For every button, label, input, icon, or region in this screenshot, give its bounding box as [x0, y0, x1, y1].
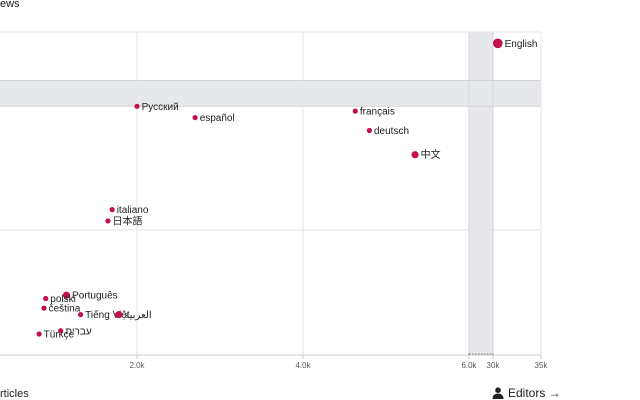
highlight-bands: [0, 32, 541, 355]
data-point: [77, 312, 84, 318]
data-point-label: español: [200, 113, 235, 124]
data-point: [109, 207, 115, 213]
data-point-label: deutsch: [374, 126, 409, 137]
data-point: [134, 103, 140, 109]
x-tick-label: 35k: [535, 361, 549, 370]
data-point-label: 中文: [421, 148, 441, 161]
data-point: [115, 311, 123, 319]
data-point-label: Türkçe: [44, 330, 75, 341]
data-point-label: čeština: [49, 304, 81, 315]
data-point: [105, 218, 111, 224]
data-point-label: italiano: [117, 205, 149, 216]
axis-break-marker: [468, 352, 494, 355]
data-point-label: Русский: [142, 102, 179, 113]
data-point: [41, 305, 47, 311]
data-point: [352, 108, 358, 114]
data-point: [192, 114, 198, 121]
data-point: [43, 295, 49, 302]
data-point: [36, 331, 42, 337]
grid-lines: [0, 31, 542, 355]
y-axis-title: ews: [0, 0, 20, 10]
data-point: [58, 328, 64, 334]
x-tick-label: 2.0k: [129, 361, 145, 370]
data-point-label: עברית: [65, 326, 92, 337]
data-point: [411, 151, 419, 159]
data-point-label: Português: [72, 291, 118, 302]
data-points: English Русский español français deutsch 中文 it…: [36, 38, 538, 341]
editors-label: Editors →: [508, 386, 561, 400]
person-icon: [492, 387, 504, 399]
x-axis: 2.0k 4.0k 6.0k 30k 35k: [0, 352, 548, 370]
data-point-label: English: [505, 39, 538, 50]
data-point-label: العربية: [124, 310, 151, 321]
data-point: [493, 38, 503, 49]
data-point-label: 日本語: [113, 214, 143, 227]
data-point: [62, 291, 71, 299]
editors-axis-toggle[interactable]: Editors →: [492, 386, 561, 400]
x-axis-title: rticles: [0, 388, 29, 400]
highlight-band-horizontal: [0, 80, 541, 107]
data-point-label: polski: [50, 294, 76, 305]
x-tick-label: 6.0k: [461, 361, 477, 370]
data-point-label: Tiếng Việt: [85, 309, 130, 321]
x-tick-label: 30k: [487, 361, 501, 370]
data-point-label: français: [360, 107, 395, 118]
data-point: [366, 127, 372, 134]
x-tick-label: 4.0k: [295, 361, 311, 370]
